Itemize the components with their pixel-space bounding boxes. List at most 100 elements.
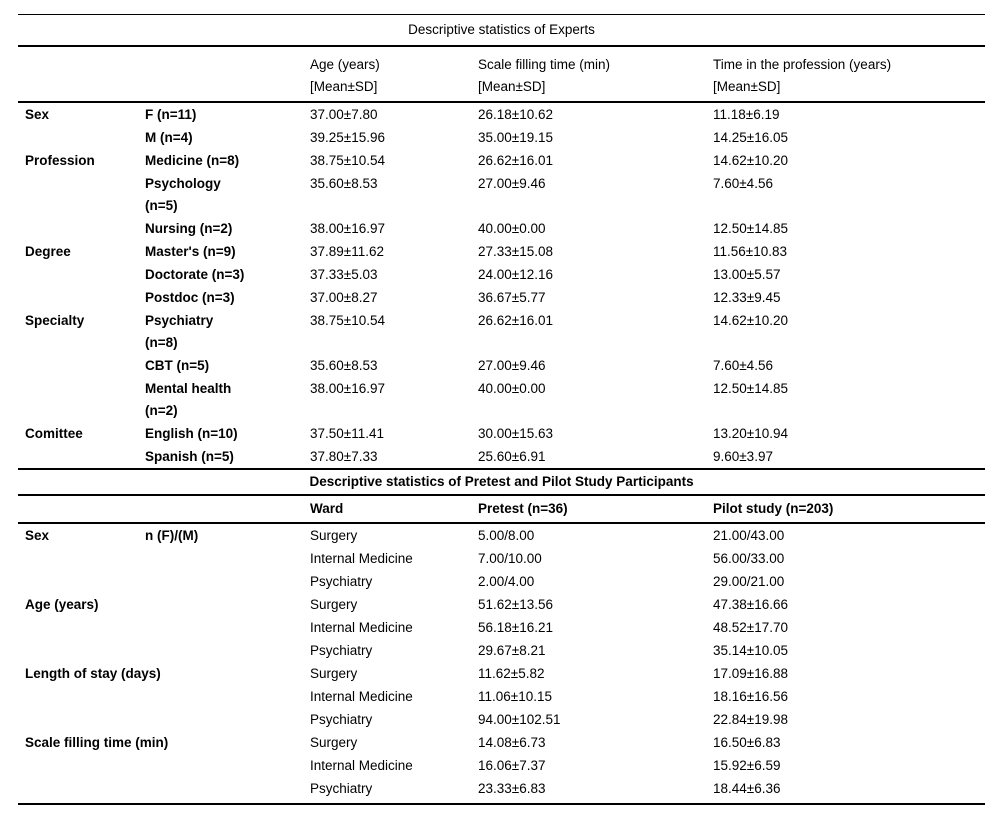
column-header [145, 495, 310, 524]
row-group-label [18, 754, 145, 777]
table-row: Psychology (n=5) 35.60±8.53 27.00±9.46 7.60… [18, 172, 985, 217]
column-header: Ward [310, 495, 478, 524]
row-sub-label [145, 616, 310, 639]
data-cell: 12.50±14.85 [713, 381, 788, 396]
pretest-pilot-table-title: Descriptive statistics of Pretest and Pi… [18, 468, 986, 496]
data-cell: 37.89±11.62 [310, 244, 384, 259]
row-sub-label [145, 685, 310, 708]
table-row: Nursing (n=2) 38.00±16.97 40.00±0.00 12.50±… [18, 217, 985, 240]
row-group-label: Degree [25, 244, 71, 259]
data-cell: 38.00±16.97 [310, 221, 385, 236]
row-group-label [18, 126, 145, 149]
experts-table-header-row: Age (years) [Mean±SD] Scale filling time … [18, 46, 986, 103]
row-group-label [18, 547, 145, 570]
data-cell: Psychiatry [310, 574, 373, 589]
row-group-label [18, 286, 145, 309]
row-sub-label: Medicine (n=8) [145, 153, 240, 168]
data-cell: 47.38±16.66 [713, 597, 788, 612]
table-row: Profession Medicine (n=8) 38.75±10.54 26.62… [18, 149, 985, 172]
data-cell: 29.00/21.00 [713, 574, 785, 589]
experts-table-title: Descriptive statistics of Experts [18, 14, 986, 47]
table-row: Postdoc (n=3) 37.00±8.27 36.67±5.77 12.33±9… [18, 286, 985, 309]
column-header [145, 46, 310, 103]
row-sub-label: Doctorate (n=3) [145, 267, 245, 282]
experts-table: Descriptive statistics of Experts Age (y… [18, 14, 986, 468]
data-cell: 37.80±7.33 [310, 449, 378, 464]
table-row: Length of stay (days) Surgery 11.62±5.82 17… [18, 662, 985, 685]
data-cell: 25.60±6.91 [478, 449, 546, 464]
table-row: Sex F (n=11) 37.00±7.80 26.18±10.62 11.18±6.… [18, 102, 985, 126]
data-cell: 12.50±14.85 [713, 221, 788, 236]
row-sub-label: English (n=10) [145, 426, 238, 441]
data-cell: 11.18±6.19 [713, 107, 780, 122]
data-cell: 35.60±8.53 [310, 176, 378, 191]
row-sub-label: Psychology (n=5) [145, 176, 221, 213]
data-cell: 18.44±6.36 [713, 777, 986, 805]
data-cell: Psychiatry [310, 712, 373, 727]
row-group-label [18, 172, 145, 217]
data-cell: 16.06±7.37 [478, 758, 546, 773]
table-row: Spanish (n=5) 37.80±7.33 25.60±6.91 9.60±3.… [18, 445, 985, 468]
row-group-label [18, 685, 145, 708]
row-sub-label [145, 708, 310, 731]
table-row: CBT (n=5) 35.60±8.53 27.00±9.46 7.60±4.56 [18, 354, 985, 377]
table-row: Degree Master's (n=9) 37.89±11.62 27.33±15.… [18, 240, 985, 263]
row-sub-label: Psychiatry (n=8) [145, 313, 214, 350]
row-sub-label: CBT (n=5) [145, 358, 210, 373]
row-group-label [18, 445, 145, 468]
row-group-label [18, 616, 145, 639]
data-cell: 24.00±12.16 [478, 267, 553, 282]
data-cell: 38.75±10.54 [310, 313, 385, 328]
row-group-label [18, 570, 145, 593]
statistics-tables-page: Descriptive statistics of Experts Age (y… [18, 14, 986, 805]
table-row: Doctorate (n=3) 37.33±5.03 24.00±12.16 13.0… [18, 263, 985, 286]
row-group-label: Profession [25, 153, 95, 168]
row-group-label: Age (years) [25, 597, 99, 612]
data-cell: 37.00±7.80 [310, 107, 378, 122]
row-sub-label: M (n=4) [145, 130, 193, 145]
row-group-label [18, 377, 145, 422]
data-cell: 11.06±10.15 [478, 689, 552, 704]
row-group-label [18, 777, 145, 805]
pretest-pilot-table: Descriptive statistics of Pretest and Pi… [18, 468, 986, 805]
row-sub-label [145, 754, 310, 777]
column-header: Pretest (n=36) [478, 495, 713, 524]
row-group-label: Scale filling time (min) [25, 735, 169, 750]
data-cell: 5.00/8.00 [478, 528, 535, 543]
data-cell: Surgery [310, 597, 358, 612]
table-row: Comittee English (n=10) 37.50±11.41 30.00±1… [18, 422, 985, 445]
data-cell: 18.16±16.56 [713, 689, 788, 704]
data-cell: 12.33±9.45 [713, 290, 781, 305]
row-sub-label [145, 662, 310, 685]
row-sub-label [145, 570, 310, 593]
row-group-label [18, 217, 145, 240]
data-cell: 30.00±15.63 [478, 426, 553, 441]
data-cell: Psychiatry [310, 777, 478, 805]
table-row: Internal Medicine 16.06±7.37 15.92±6.59 [18, 754, 985, 777]
row-group-label: Specialty [25, 313, 85, 328]
row-sub-label: Master's (n=9) [145, 244, 236, 259]
data-cell: 14.08±6.73 [478, 735, 546, 750]
data-cell: 26.18±10.62 [478, 107, 553, 122]
data-cell: 7.60±4.56 [713, 176, 773, 191]
data-cell: 27.33±15.08 [478, 244, 553, 259]
data-cell: 35.00±19.15 [478, 130, 553, 145]
row-group-label: Sex [25, 107, 50, 122]
row-sub-label [145, 547, 310, 570]
row-sub-label [145, 777, 310, 805]
data-cell: 7.60±4.56 [713, 358, 773, 373]
data-cell: 37.50±11.41 [310, 426, 384, 441]
data-cell: 11.62±5.82 [478, 666, 545, 681]
data-cell: 29.67±8.21 [478, 643, 546, 658]
column-header: Pilot study (n=203) [713, 495, 986, 524]
data-cell: 27.00±9.46 [478, 358, 546, 373]
row-sub-label: n (F)/(M) [145, 528, 199, 543]
column-header [18, 495, 145, 524]
data-cell: 40.00±0.00 [478, 221, 546, 236]
header-row: Ward Pretest (n=36) Pilot study (n=203) [18, 495, 986, 524]
data-cell: 14.62±10.20 [713, 153, 788, 168]
row-group-label: Sex [25, 528, 50, 543]
data-cell: Internal Medicine [310, 620, 413, 635]
data-cell: 14.62±10.20 [713, 313, 788, 328]
table-row: Psychiatry 2.00/4.00 29.00/21.00 [18, 570, 985, 593]
